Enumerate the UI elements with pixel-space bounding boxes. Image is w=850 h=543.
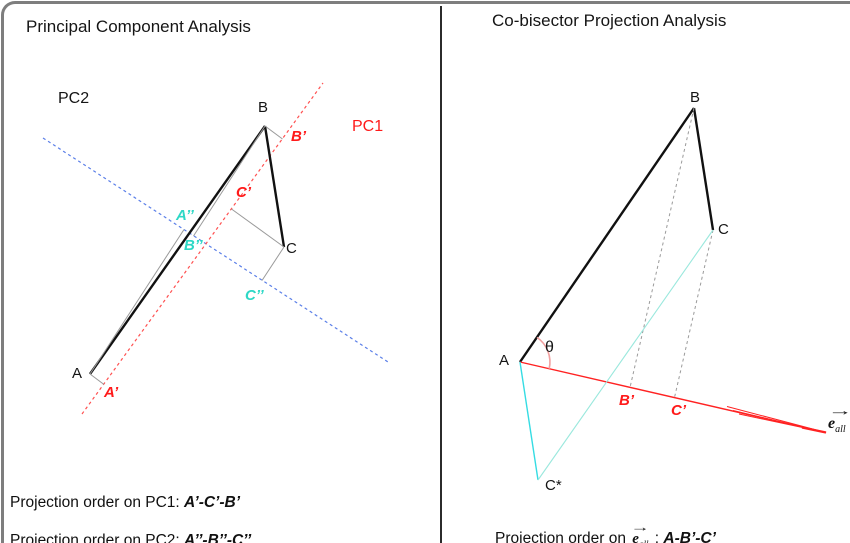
edge-a-b-left <box>89 125 266 375</box>
caption-eall-order-value: A-B’-C’ <box>663 530 716 543</box>
label-c-prime: C’ <box>236 184 251 201</box>
pc1-axis-line <box>81 82 324 415</box>
caption-eall-order: Projection order on →eall : A-B’-C’ <box>495 521 716 543</box>
caption-pc1-order-value: A’-C’-B’ <box>184 494 241 511</box>
label-b-prime-right: B’ <box>619 392 634 409</box>
point-label-b-left: B <box>258 99 269 116</box>
point-label-c-star: C* <box>545 477 562 494</box>
caption-pc1-order: Projection order on PC1: A’-C’-B’ <box>10 494 241 511</box>
label-b-prime: B’ <box>291 128 306 145</box>
theta-angle-arc <box>536 336 551 369</box>
caption-pc2-prefix: Projection order on PC2: <box>10 532 185 543</box>
point-label-c-right: C <box>718 221 729 238</box>
projection-c-to-pc1 <box>231 208 285 248</box>
projection-b-to-eall <box>629 107 695 388</box>
label-c-double-prime: C’’ <box>245 287 264 304</box>
right-panel-title: Co-bisector Projection Analysis <box>492 11 727 30</box>
e-all-vector-label: →eall <box>828 404 850 436</box>
projection-a-to-pc2 <box>89 229 185 375</box>
caption-eall-subscript: all <box>639 539 649 543</box>
caption-pc2-order: Projection order on PC2: A’’-B’’-C’’ <box>10 532 252 543</box>
pc1-axis-label: PC1 <box>352 118 384 135</box>
label-c-prime-right: C’ <box>671 402 686 419</box>
vector-arrow-icon: → <box>828 404 850 417</box>
point-label-a-left: A <box>72 365 83 382</box>
caption-eall-vector: →eall <box>631 521 650 543</box>
projection-c-to-pc2 <box>261 246 285 281</box>
e-all-base: e <box>828 415 836 432</box>
label-b-double-prime: B’’ <box>184 237 203 254</box>
label-a-double-prime: A’’ <box>176 207 194 224</box>
caption-pc2-order-value: A’’-B’’-C’’ <box>184 532 252 543</box>
panel-divider <box>440 6 442 543</box>
projection-a-to-pc1 <box>89 373 105 385</box>
vector-arrow-icon: → <box>630 520 650 534</box>
point-label-b-right: B <box>690 89 701 106</box>
left-panel-title: Principal Component Analysis <box>26 17 251 36</box>
pc2-axis-line <box>42 137 389 363</box>
line-a-to-c-star <box>519 361 539 481</box>
caption-eall-base: e <box>632 531 639 543</box>
edge-a-b-right <box>519 107 695 363</box>
caption-eall-separator: : <box>650 530 664 543</box>
theta-label: θ <box>545 339 554 356</box>
edge-b-c-left <box>263 125 286 248</box>
caption-pc1-prefix: Projection order on PC1: <box>10 494 185 511</box>
edge-b-c-right <box>692 107 715 231</box>
projection-b-to-pc2 <box>193 125 266 237</box>
pc2-axis-label: PC2 <box>58 90 90 107</box>
point-label-c-left: C <box>286 240 297 257</box>
label-a-prime: A’ <box>104 384 119 401</box>
e-all-arrow-tip <box>801 426 827 434</box>
e-all-subscript: all <box>835 424 846 436</box>
line-c-star-to-c <box>537 229 714 481</box>
point-label-a-right: A <box>499 352 510 369</box>
caption-eall-prefix: Projection order on <box>495 530 631 543</box>
projection-c-to-eall <box>674 229 714 398</box>
projection-b-to-pc1 <box>264 125 283 140</box>
